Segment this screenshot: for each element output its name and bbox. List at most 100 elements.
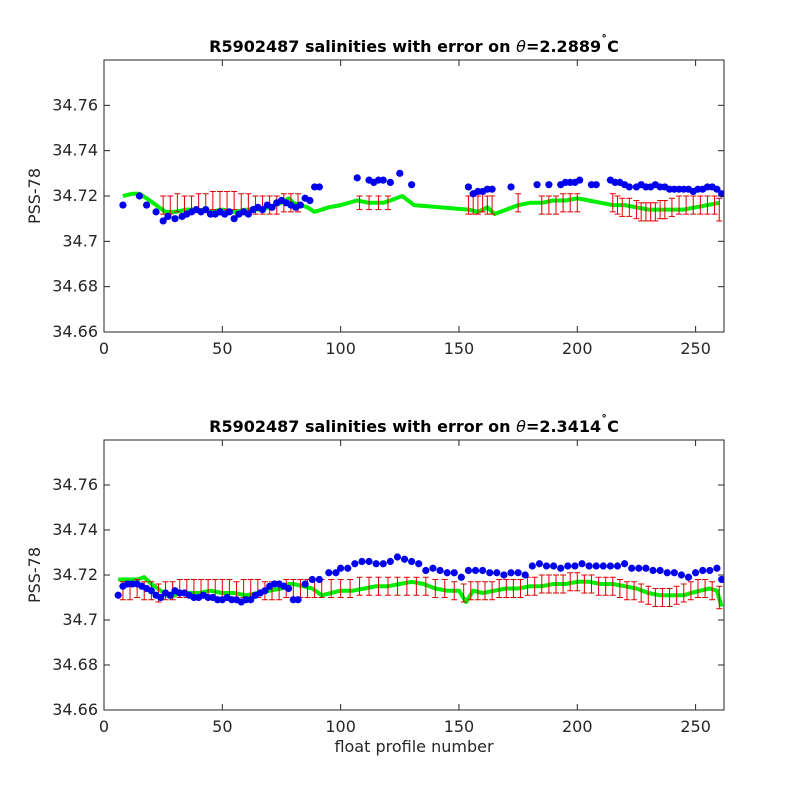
float-salinity-point (471, 566, 480, 575)
error-bar (709, 581, 716, 601)
error-bar (515, 193, 522, 213)
error-bar (694, 579, 701, 598)
error-bar (711, 195, 718, 215)
float-salinity-point (628, 564, 636, 572)
error-bar (616, 579, 623, 598)
float-salinity-point (344, 564, 352, 572)
error-bar (545, 195, 552, 215)
float-salinity-point (542, 562, 551, 570)
error-bar (174, 193, 181, 213)
error-bar (673, 585, 680, 605)
error-bar (460, 583, 467, 603)
float-salinity-point (315, 183, 323, 191)
float-salinity-point (571, 562, 579, 570)
error-bar (517, 579, 524, 598)
float-salinity-point (464, 183, 473, 191)
error-bar (666, 588, 673, 607)
float-salinity-point (578, 560, 586, 568)
error-bar (375, 195, 382, 211)
x-tick-label: 50 (212, 717, 232, 736)
float-salinity-point (379, 560, 387, 568)
x-tick-label: 0 (99, 339, 109, 358)
float-salinity-point (415, 560, 423, 568)
float-salinity-point (159, 217, 167, 225)
error-bar (384, 195, 391, 211)
float-salinity-point (692, 569, 700, 577)
error-bar (690, 195, 697, 215)
y-tick-label: 34.72 (52, 565, 98, 584)
float-salinity-point (152, 208, 160, 216)
error-bar (704, 195, 711, 215)
error-bar (552, 574, 559, 594)
float-salinity-point (635, 564, 643, 572)
error-bar (626, 197, 633, 217)
error-bar (659, 588, 666, 607)
float-salinity-point (306, 196, 314, 205)
x-tick-label: 250 (680, 717, 711, 736)
error-bar (366, 195, 373, 211)
x-tick-label: 0 (99, 717, 109, 736)
float-salinity-point (325, 569, 333, 577)
float-salinity-point (533, 181, 541, 189)
error-bar (567, 193, 574, 213)
error-bar (574, 572, 581, 592)
error-bar (602, 576, 609, 596)
float-salinity-point (230, 215, 238, 223)
float-salinity-point (261, 587, 269, 595)
error-bar (680, 583, 687, 603)
float-salinity-point (396, 169, 404, 177)
error-bar (676, 195, 683, 215)
float-salinity-point (718, 575, 724, 584)
error-bar (683, 195, 690, 215)
float-salinity-point (493, 569, 501, 577)
x-tick-label: 250 (680, 339, 711, 358)
error-bar (661, 200, 668, 220)
float-salinity-point (351, 560, 359, 568)
y-tick-label: 34.74 (52, 520, 98, 539)
float-salinity-point (486, 569, 494, 577)
float-salinity-point (613, 562, 622, 570)
float-salinity-point (379, 176, 387, 184)
y-tick-label: 34.74 (52, 141, 98, 160)
float-salinity-point (308, 575, 316, 584)
float-salinity-point (599, 562, 607, 570)
float-salinity-point (684, 573, 693, 581)
float-salinity-point (422, 566, 430, 575)
float-salinity-point (550, 562, 558, 570)
float-salinity-point (625, 183, 633, 191)
error-bar (652, 202, 659, 222)
error-bar (510, 579, 517, 598)
error-bar (356, 195, 363, 211)
float-salinity-point (386, 178, 394, 186)
error-bar (552, 195, 559, 215)
float-salinity-point (147, 587, 155, 595)
float-salinity-point (713, 564, 721, 572)
error-bar (567, 572, 574, 592)
y-tick-label: 34.76 (52, 95, 98, 114)
float-salinity-point (119, 201, 127, 209)
chart-title: R5902487 salinities with error on θ=2.28… (209, 33, 619, 56)
error-bar (489, 581, 496, 601)
error-bar (531, 576, 538, 596)
float-salinity-point (621, 560, 629, 568)
y-tick-label: 34.68 (52, 277, 98, 296)
x-tick-label: 100 (325, 339, 356, 358)
float-salinity-point (315, 575, 323, 584)
y-axis-label: PSS-78 (25, 547, 44, 603)
float-salinity-point (436, 566, 444, 575)
float-salinity-point (353, 174, 361, 182)
chart-panel-2: 0 50 100 150 200 250 34.66 34.68 34.7 34.72 34.74 3… (25, 413, 725, 756)
float-salinity-point (157, 593, 165, 602)
error-bar (441, 579, 448, 598)
error-bar (638, 583, 645, 603)
error-bar (702, 579, 709, 598)
float-salinity-point (585, 562, 593, 570)
error-bar (609, 193, 616, 213)
y-tick-label: 34.68 (52, 655, 98, 674)
float-salinity-point (142, 201, 151, 209)
float-salinity-point (642, 564, 650, 572)
error-bar (489, 195, 496, 215)
float-salinity-point (507, 569, 515, 577)
float-salinity-point (294, 596, 302, 604)
